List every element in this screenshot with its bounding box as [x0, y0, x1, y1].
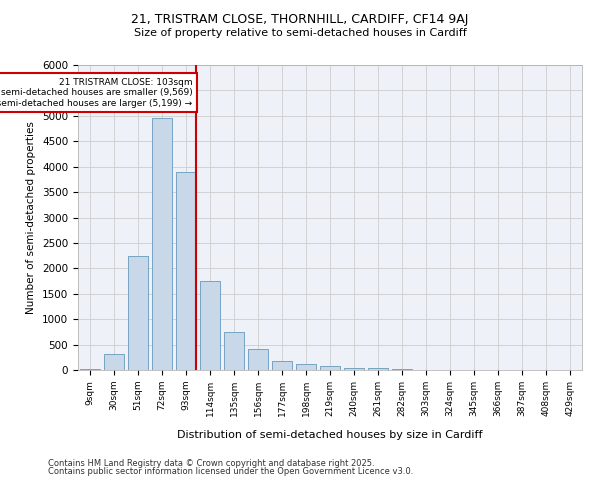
Bar — [200, 281, 220, 370]
Bar — [176, 172, 196, 370]
Bar — [320, 366, 340, 370]
Bar — [80, 369, 100, 370]
Bar — [296, 364, 316, 370]
Bar — [128, 256, 148, 370]
Bar — [344, 368, 364, 370]
Bar — [152, 118, 172, 370]
Bar — [224, 332, 244, 370]
Text: Contains public sector information licensed under the Open Government Licence v3: Contains public sector information licen… — [48, 467, 413, 476]
Bar — [368, 368, 388, 370]
Text: 21, TRISTRAM CLOSE, THORNHILL, CARDIFF, CF14 9AJ: 21, TRISTRAM CLOSE, THORNHILL, CARDIFF, … — [131, 12, 469, 26]
Text: Distribution of semi-detached houses by size in Cardiff: Distribution of semi-detached houses by … — [177, 430, 483, 440]
Text: 21 TRISTRAM CLOSE: 103sqm
← 65% of semi-detached houses are smaller (9,569)
35% : 21 TRISTRAM CLOSE: 103sqm ← 65% of semi-… — [0, 78, 193, 108]
Bar — [104, 354, 124, 370]
Text: Size of property relative to semi-detached houses in Cardiff: Size of property relative to semi-detach… — [134, 28, 466, 38]
Text: Contains HM Land Registry data © Crown copyright and database right 2025.: Contains HM Land Registry data © Crown c… — [48, 458, 374, 468]
Bar — [248, 348, 268, 370]
Bar — [272, 362, 292, 370]
Y-axis label: Number of semi-detached properties: Number of semi-detached properties — [26, 121, 37, 314]
